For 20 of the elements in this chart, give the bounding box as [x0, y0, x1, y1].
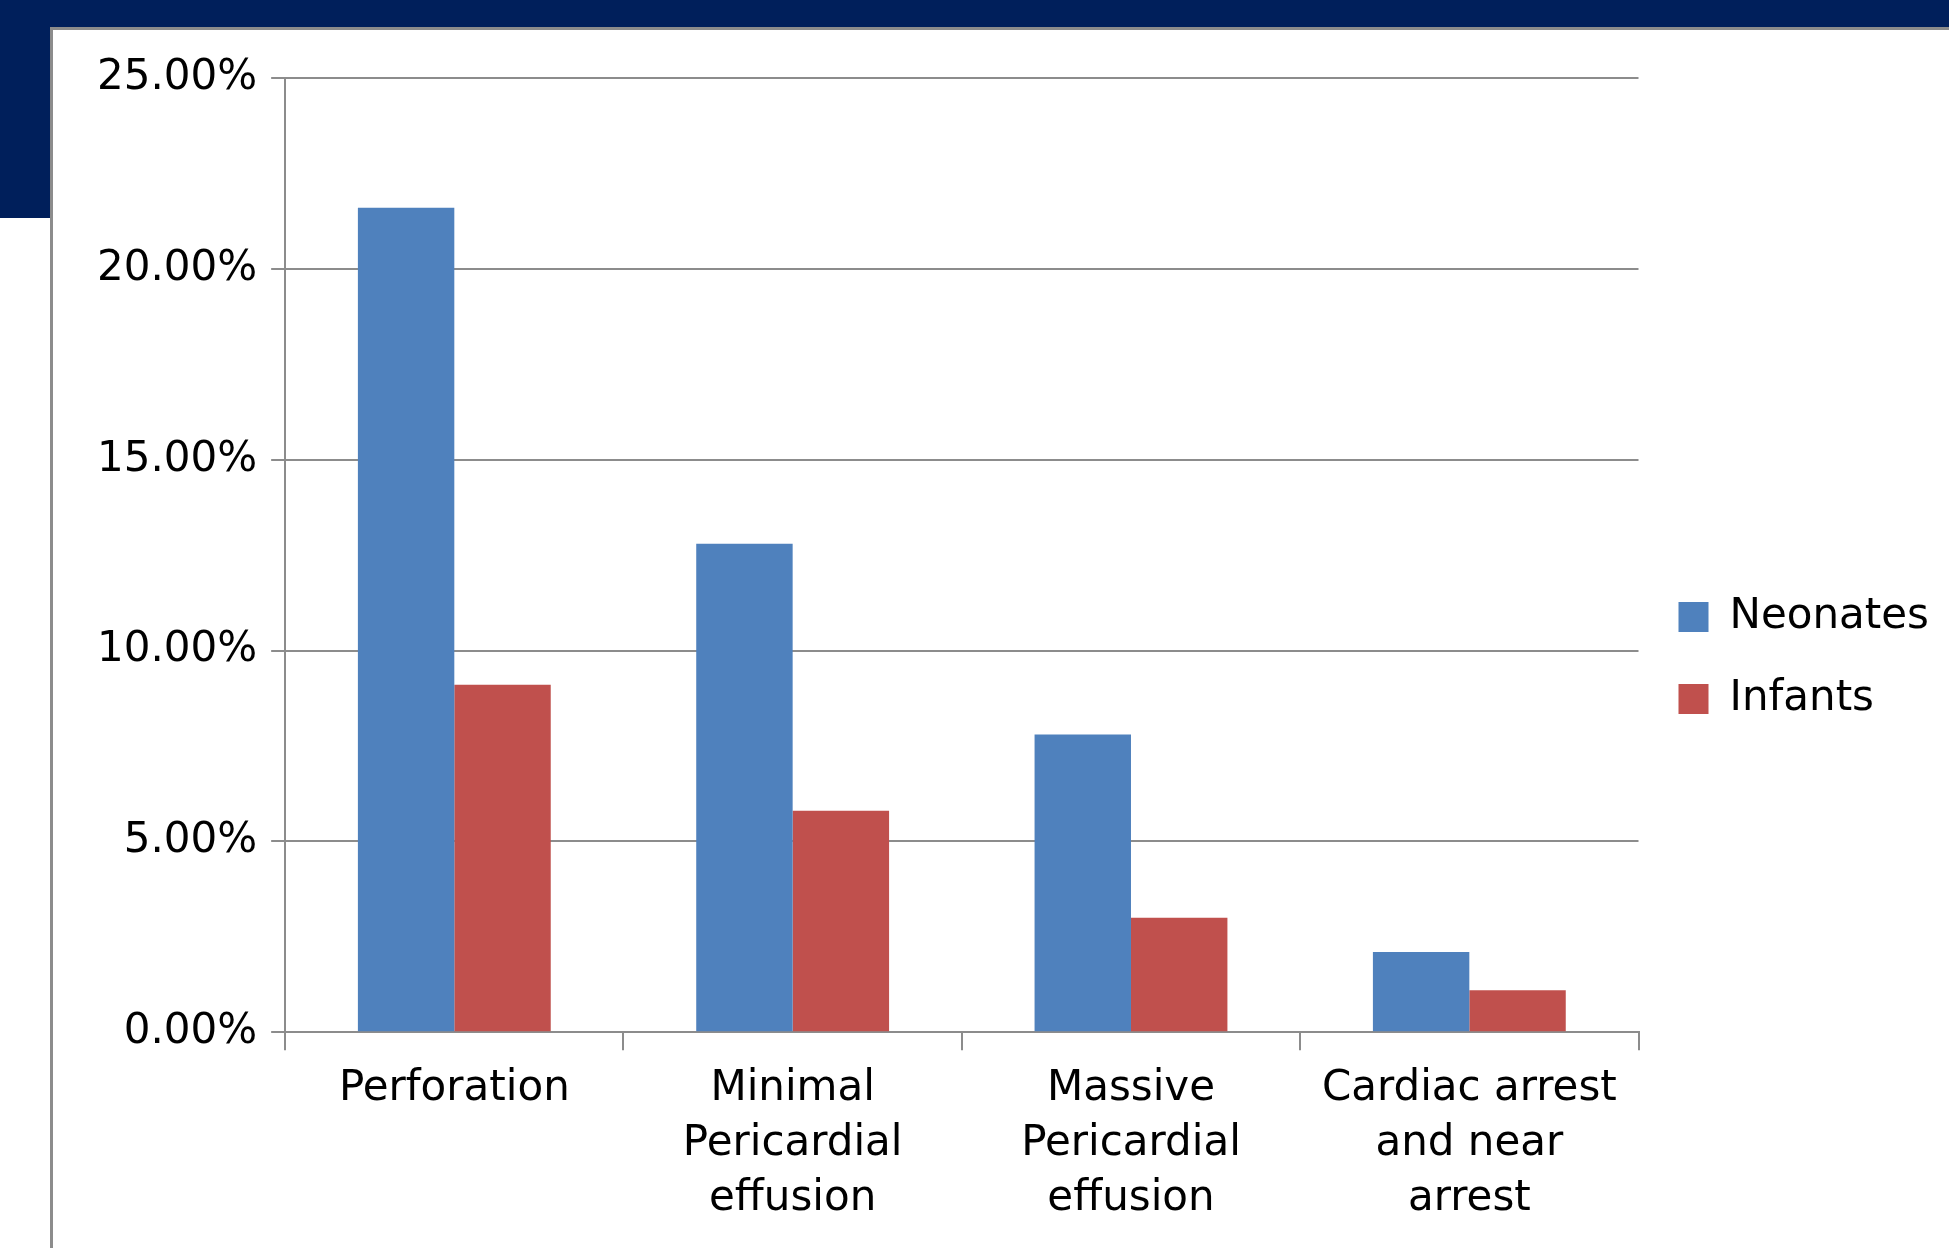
bar [1469, 990, 1566, 1032]
bar [454, 684, 551, 1032]
y-tick-label: 15.00% [96, 431, 258, 481]
y-tick-label: 5.00% [123, 813, 258, 863]
legend-label: Infants [1729, 670, 1874, 720]
bar [357, 207, 455, 1032]
x-tick-label: Minimal Pericardial effusion [682, 1061, 903, 1220]
y-tick-label: 25.00% [96, 49, 258, 99]
legend-label: Neonates [1729, 588, 1929, 638]
y-tick-label: 0.00% [123, 1004, 258, 1054]
bar [1034, 734, 1131, 1032]
x-tick-label: Cardiac arrest and near arrest [1321, 1061, 1617, 1220]
y-tick-label: 10.00% [96, 622, 258, 672]
x-tick-label: Perforation [338, 1061, 570, 1111]
y-tick-label: 20.00% [96, 240, 258, 290]
x-tick-label: Massive Pericardial effusion [1021, 1061, 1241, 1220]
bar [696, 543, 793, 1032]
bar [1130, 917, 1228, 1032]
bar [792, 810, 890, 1032]
bar [1372, 952, 1470, 1032]
